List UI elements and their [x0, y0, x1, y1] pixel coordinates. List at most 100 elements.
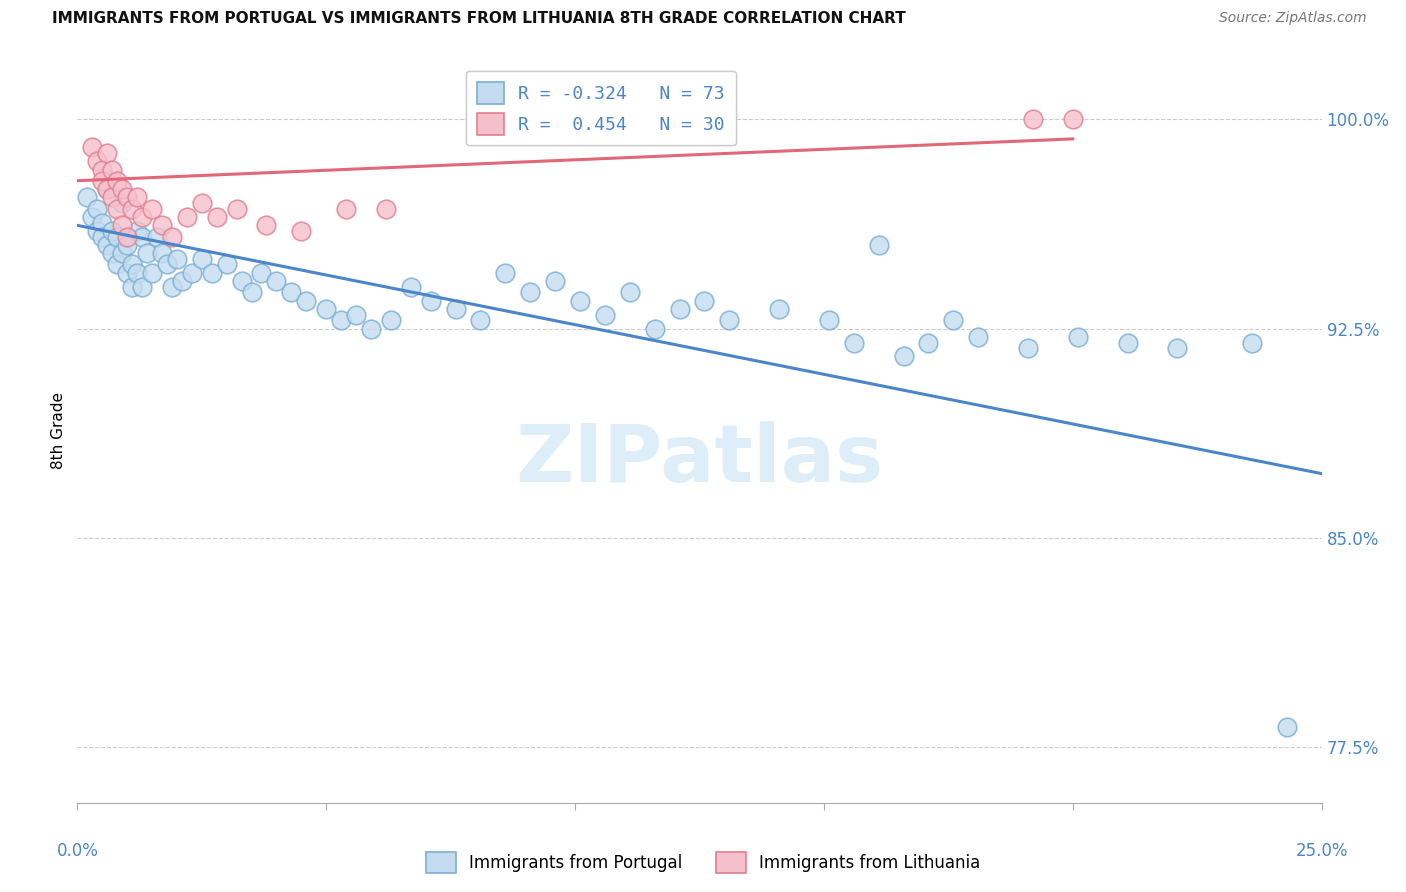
Point: [86, 224, 108, 238]
Point: [121, 257, 143, 271]
Point: [917, 335, 939, 350]
Point: [115, 229, 138, 244]
Point: [644, 321, 666, 335]
Point: [150, 219, 173, 233]
Point: [180, 266, 202, 280]
Point: [266, 274, 288, 288]
Point: [494, 266, 516, 280]
Point: [111, 182, 134, 196]
Point: [419, 293, 441, 308]
Point: [105, 174, 128, 188]
Point: [256, 219, 278, 233]
Point: [330, 313, 353, 327]
Point: [569, 293, 592, 308]
Point: [131, 210, 153, 224]
Point: [115, 190, 138, 204]
Point: [125, 224, 148, 238]
Point: [519, 285, 541, 300]
Point: [250, 266, 273, 280]
Point: [768, 301, 790, 316]
Point: [374, 202, 396, 216]
Point: [360, 321, 382, 335]
Point: [191, 252, 214, 266]
Point: [96, 238, 118, 252]
Point: [240, 285, 263, 300]
Point: [544, 274, 567, 288]
Point: [380, 313, 402, 327]
Point: [121, 202, 143, 216]
Point: [344, 308, 367, 322]
Point: [160, 279, 183, 293]
Point: [101, 246, 124, 260]
Point: [146, 229, 169, 244]
Text: IMMIGRANTS FROM PORTUGAL VS IMMIGRANTS FROM LITHUANIA 8TH GRADE CORRELATION CHAR: IMMIGRANTS FROM PORTUGAL VS IMMIGRANTS F…: [52, 11, 905, 26]
Point: [105, 229, 128, 244]
Point: [105, 202, 128, 216]
Point: [818, 313, 841, 327]
Point: [1067, 330, 1090, 344]
Point: [225, 202, 247, 216]
Point: [1062, 112, 1084, 127]
Legend: Immigrants from Portugal, Immigrants from Lithuania: Immigrants from Portugal, Immigrants fro…: [419, 846, 987, 880]
Point: [280, 285, 302, 300]
Point: [1116, 335, 1139, 350]
Point: [86, 154, 108, 169]
Point: [170, 274, 193, 288]
Point: [121, 279, 143, 293]
Text: ZIPatlas: ZIPatlas: [516, 421, 883, 500]
Point: [101, 162, 124, 177]
Point: [942, 313, 965, 327]
Point: [141, 202, 163, 216]
Point: [160, 229, 183, 244]
Point: [668, 301, 690, 316]
Point: [111, 196, 134, 211]
Point: [201, 266, 224, 280]
Point: [150, 246, 173, 260]
Point: [141, 266, 163, 280]
Point: [101, 190, 124, 204]
Point: [295, 293, 318, 308]
Point: [115, 266, 138, 280]
Point: [91, 229, 114, 244]
Point: [1240, 335, 1263, 350]
Point: [444, 301, 467, 316]
Point: [619, 285, 641, 300]
Point: [1017, 341, 1039, 355]
Point: [125, 190, 148, 204]
Point: [967, 330, 990, 344]
Point: [125, 266, 148, 280]
Point: [593, 308, 616, 322]
Point: [131, 229, 153, 244]
Point: [893, 350, 915, 364]
Point: [111, 246, 134, 260]
Point: [693, 293, 716, 308]
Legend: R = -0.324   N = 73, R =  0.454   N = 30: R = -0.324 N = 73, R = 0.454 N = 30: [465, 70, 735, 145]
Point: [96, 145, 118, 160]
Point: [1166, 341, 1188, 355]
Point: [315, 301, 337, 316]
Point: [91, 216, 114, 230]
Point: [1275, 721, 1298, 735]
Text: 0.0%: 0.0%: [56, 842, 98, 860]
Text: Source: ZipAtlas.com: Source: ZipAtlas.com: [1219, 11, 1367, 25]
Point: [215, 257, 238, 271]
Point: [156, 257, 179, 271]
Point: [91, 174, 114, 188]
Point: [231, 274, 253, 288]
Y-axis label: 8th Grade: 8th Grade: [51, 392, 66, 469]
Point: [82, 140, 104, 154]
Point: [335, 202, 357, 216]
Point: [191, 196, 214, 211]
Point: [96, 182, 118, 196]
Point: [105, 257, 128, 271]
Point: [290, 224, 312, 238]
Point: [470, 313, 492, 327]
Point: [101, 224, 124, 238]
Text: 25.0%: 25.0%: [1295, 842, 1348, 860]
Point: [1022, 112, 1045, 127]
Point: [86, 202, 108, 216]
Point: [76, 190, 98, 204]
Point: [91, 162, 114, 177]
Point: [868, 238, 890, 252]
Point: [96, 182, 118, 196]
